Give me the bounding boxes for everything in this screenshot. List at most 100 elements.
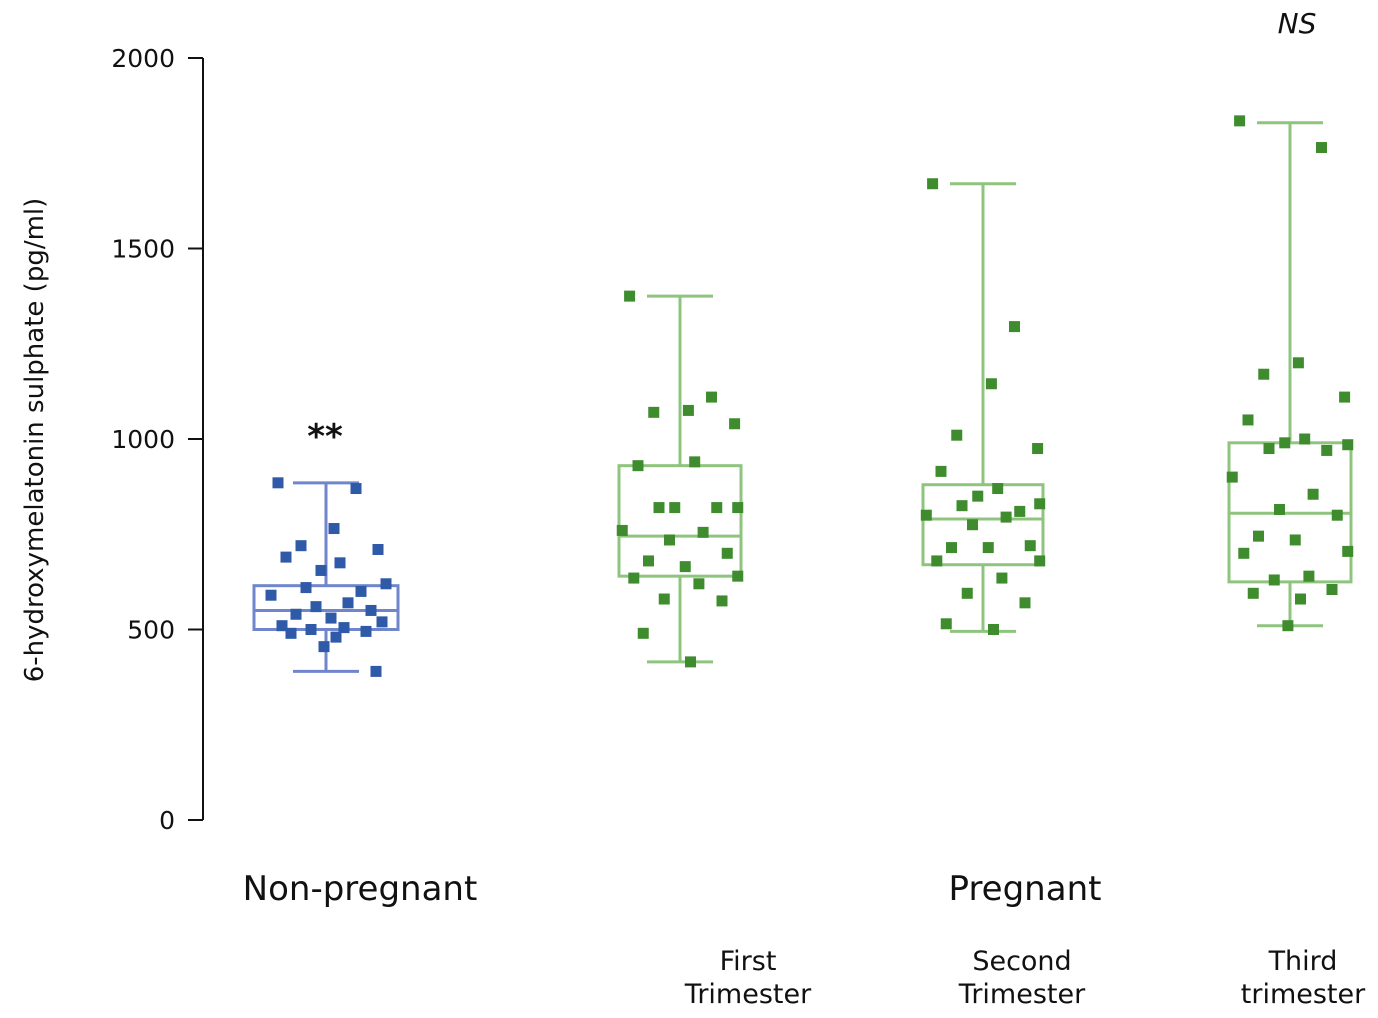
data-point [1307, 488, 1319, 500]
group-label-pregnant: Pregnant [949, 869, 1102, 909]
data-point [711, 502, 723, 514]
data-point [956, 500, 968, 512]
data-point [1282, 620, 1294, 632]
data-point [729, 418, 741, 430]
category-label-line: First [720, 946, 777, 977]
box-group-non-pregnant [252, 477, 400, 677]
data-point [1339, 391, 1351, 403]
data-point [330, 631, 342, 643]
significance-non-pregnant: ** [307, 417, 343, 457]
significance-third-trimester: NS [1278, 7, 1317, 40]
data-point [290, 608, 302, 620]
data-point [305, 624, 317, 635]
category-label-line: Trimester [958, 979, 1086, 1010]
data-point [350, 483, 362, 495]
data-point [721, 547, 733, 559]
data-point [300, 582, 312, 594]
data-point [365, 604, 377, 616]
data-point [310, 601, 322, 613]
data-point [1019, 597, 1031, 609]
data-point [628, 572, 640, 584]
data-point [616, 524, 628, 536]
data-point [1034, 555, 1046, 567]
data-point [1234, 115, 1246, 127]
data-point [360, 625, 372, 637]
y-axis-ticks: 0 500 1000 1500 2000 [111, 44, 203, 835]
box-group-first-trimester [616, 290, 744, 668]
data-point [935, 465, 947, 477]
category-label-third-trimester: Third trimester [1241, 946, 1366, 1010]
data-point [295, 540, 307, 552]
data-point [972, 490, 984, 502]
data-point [985, 378, 997, 390]
data-point [693, 578, 705, 590]
data-point [732, 570, 744, 582]
data-point [967, 519, 978, 531]
data-point [946, 542, 957, 554]
box-first-trimester [617, 464, 743, 578]
data-point [1303, 570, 1315, 582]
category-label-first-trimester: First Trimester [684, 946, 812, 1010]
category-label-line: Trimester [684, 979, 812, 1010]
data-point [697, 526, 709, 538]
data-point [1331, 509, 1343, 521]
data-point [338, 622, 350, 634]
data-point [961, 587, 973, 599]
category-label-line: trimester [1241, 979, 1366, 1010]
data-point [272, 477, 284, 489]
data-point [648, 406, 660, 418]
data-point [285, 627, 297, 639]
data-point [1316, 142, 1327, 154]
data-point [1242, 414, 1254, 426]
data-point [325, 612, 337, 624]
data-point [706, 391, 717, 403]
data-point [927, 178, 939, 190]
data-point [315, 564, 327, 576]
data-point [732, 502, 744, 514]
data-point [931, 555, 943, 567]
y-tick-label-500: 500 [127, 616, 175, 645]
y-tick-label-0: 0 [159, 806, 175, 835]
box-non-pregnant [252, 584, 400, 631]
data-point [1274, 503, 1285, 515]
data-point [632, 460, 644, 472]
data-point [1268, 574, 1280, 586]
data-point [1014, 505, 1026, 517]
data-point [624, 290, 636, 302]
data-point [1258, 368, 1270, 380]
data-point [669, 502, 681, 514]
group-label-non-pregnant: Non-pregnant [243, 869, 478, 909]
data-point [1034, 498, 1046, 510]
data-point [376, 616, 388, 628]
data-point [280, 551, 292, 563]
data-point [716, 595, 728, 607]
data-point [689, 456, 701, 468]
category-label-line: Third [1268, 946, 1338, 977]
data-point [1321, 444, 1333, 456]
data-point [951, 429, 963, 441]
data-point [637, 627, 649, 639]
data-point [1295, 593, 1306, 605]
y-tick-label-1000: 1000 [111, 425, 175, 454]
data-point [1000, 511, 1012, 523]
data-point [992, 483, 1004, 495]
data-point [1263, 443, 1275, 455]
data-point [679, 561, 691, 573]
data-point [685, 656, 696, 668]
data-point [380, 578, 392, 590]
category-label-line: Second [972, 946, 1071, 977]
data-point [1342, 545, 1354, 557]
data-point [682, 404, 694, 416]
data-point [664, 534, 675, 546]
data-point [370, 665, 382, 677]
data-point [1299, 433, 1311, 445]
data-point [982, 542, 994, 554]
data-point [1289, 534, 1301, 546]
data-point [276, 620, 288, 632]
data-point [1247, 587, 1259, 599]
box-group-second-trimester [920, 178, 1046, 635]
data-point [1292, 357, 1304, 369]
